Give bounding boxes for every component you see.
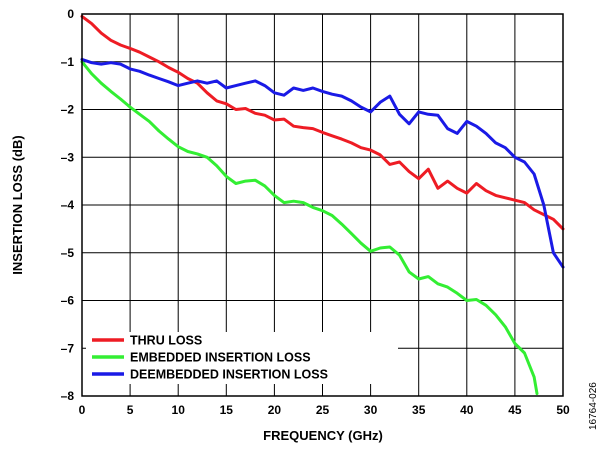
legend-label: DEEMBEDDED INSERTION LOSS (130, 368, 328, 382)
x-tick-label: 35 (412, 403, 426, 417)
y-tick-label: 0 (67, 7, 74, 21)
x-tick-label: 25 (316, 403, 330, 417)
x-tick-label: 30 (364, 403, 378, 417)
x-tick-label: 15 (220, 403, 234, 417)
x-tick-label: 0 (79, 403, 86, 417)
legend: THRU LOSS EMBEDDED INSERTION LOSS DEEMBEDD… (86, 332, 398, 384)
figure-id: 16764-026 (588, 382, 599, 430)
x-axis-title: FREQUENCY (GHz) (263, 428, 383, 443)
x-tick-label: 40 (460, 403, 474, 417)
thru-loss-line (80, 14, 565, 231)
x-tick-label: 20 (268, 403, 282, 417)
series-layer (80, 14, 565, 396)
y-tick-label: –1 (61, 55, 75, 69)
y-tick-label: –2 (61, 103, 75, 117)
plot-frame (81, 13, 564, 397)
x-tick-label: 50 (556, 403, 570, 417)
y-tick-label: –4 (61, 198, 75, 212)
y-tick-label: –5 (61, 246, 75, 260)
y-axis-title: INSERTION LOSS (dB) (10, 135, 25, 274)
x-tick-label: 5 (127, 403, 134, 417)
deembedded-insertion-loss-line (80, 57, 565, 269)
legend-label: THRU LOSS (130, 334, 202, 348)
y-tick-label: –3 (61, 150, 75, 164)
y-tick-label: –8 (61, 389, 75, 403)
x-tick-label: 45 (508, 403, 522, 417)
y-tick-label: –6 (61, 294, 75, 308)
x-tick-label: 10 (172, 403, 186, 417)
legend-background (86, 332, 398, 384)
tick-labels: 0 5 10 15 20 25 30 35 40 45 50 0 –1 –2 –3 –4 –5 –6 –7 –8 (61, 7, 570, 417)
y-tick-label: –7 (61, 341, 75, 355)
legend-label: EMBEDDED INSERTION LOSS (130, 351, 311, 365)
embedded-insertion-loss-line (80, 60, 539, 396)
